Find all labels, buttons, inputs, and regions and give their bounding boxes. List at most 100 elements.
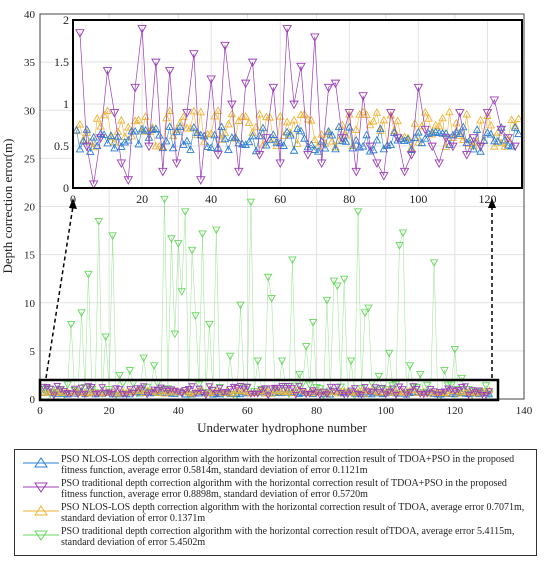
inset-point-purple (95, 134, 106, 143)
inset-point-purple (379, 172, 389, 181)
inset-point (186, 145, 195, 153)
inset-point (227, 109, 237, 118)
point-main (305, 390, 314, 398)
inset-point (117, 142, 126, 150)
point-main (392, 392, 400, 399)
y-tick-label: 25 (24, 153, 36, 165)
inset-point (459, 122, 468, 131)
inset-point-purple (109, 109, 120, 118)
point-green (212, 226, 221, 235)
point-main (485, 388, 494, 396)
inset-point-purple (413, 83, 424, 93)
series-line-green (43, 198, 490, 396)
inset-point-purple (220, 41, 230, 51)
legend-item-trad-tdoa: PSO traditional depth correction algorit… (21, 526, 530, 548)
inset-point (134, 115, 143, 124)
inset-point-purple (399, 167, 410, 177)
x-tick-label: 0 (37, 405, 43, 417)
inset-point-purple (489, 96, 500, 106)
inset-point (282, 117, 292, 126)
inset-point-purple (351, 167, 361, 177)
inset-point (189, 106, 199, 115)
point-green (125, 367, 135, 375)
point-main (416, 389, 425, 396)
inset-point (455, 129, 465, 137)
point-green (170, 330, 180, 339)
legend-symbol-yellow (23, 505, 59, 516)
point-main (323, 389, 331, 397)
inset-x-tick-label: 0 (70, 192, 76, 206)
point-main (222, 389, 231, 396)
point-main (177, 390, 186, 398)
inset-point-purple (171, 159, 182, 169)
point-main (361, 384, 369, 391)
inset-point (514, 114, 523, 122)
point-green (422, 381, 432, 390)
inset-point (490, 141, 499, 150)
inset-x-tick-label: 120 (478, 192, 496, 206)
point-green (246, 198, 256, 207)
inset-point (279, 141, 288, 149)
point-green (66, 320, 76, 329)
point-main (330, 388, 338, 396)
point-green (405, 362, 415, 371)
point-green (277, 357, 287, 366)
main-x-ticks: 0 20 40 60 80 100 120 140 (37, 405, 533, 417)
inset-point (72, 125, 81, 134)
inset-point (441, 129, 451, 137)
inset-point (120, 137, 130, 146)
inset-point-purple (189, 50, 199, 59)
point-green (447, 381, 456, 390)
inset-point-purple (510, 142, 520, 152)
inset-point (445, 107, 454, 116)
legend-symbol-purple (23, 482, 59, 493)
inset-point (324, 126, 333, 135)
point-main (81, 391, 89, 399)
inset-point (472, 125, 482, 133)
inset-point (421, 107, 430, 116)
inset-point (193, 128, 202, 136)
point-main (267, 385, 276, 393)
point-green (236, 301, 245, 310)
point-main (50, 392, 58, 400)
inset-y-ticks: 0 0.5 1 1.5 2 (54, 13, 69, 195)
inset-point (403, 134, 413, 143)
legend-symbol-green (23, 530, 59, 541)
point-main (326, 383, 335, 391)
y-tick-label: 35 (24, 57, 36, 69)
inset-point (251, 146, 261, 155)
inset-point (483, 128, 492, 136)
inset-point-purple (296, 62, 306, 72)
inset-point (161, 136, 171, 145)
inset-point-purple (427, 142, 437, 152)
inset-point (82, 125, 92, 133)
point-main (60, 388, 68, 395)
inset-point (362, 110, 371, 118)
zoom-arrow-left (45, 205, 74, 379)
inset-point (313, 146, 323, 155)
inset-point (331, 144, 340, 153)
inset-point (351, 125, 361, 133)
point-main (357, 386, 366, 394)
point-green (346, 357, 356, 366)
inset-point-purple (365, 142, 375, 152)
inset-point (293, 139, 302, 147)
legend-label-green: PSO traditional depth correction algorit… (61, 526, 515, 548)
inset-point (507, 115, 516, 123)
point-green (253, 357, 263, 366)
inset-point (286, 130, 295, 139)
legend-item-trad-tdoa-pso: PSO traditional depth correction algorit… (21, 478, 530, 500)
point-main (43, 383, 51, 391)
point-main (139, 383, 148, 391)
inset-point-purple (385, 109, 396, 118)
inset-point (141, 125, 150, 134)
inset-point (275, 111, 285, 120)
point-main (285, 387, 293, 395)
inset-point (234, 116, 244, 124)
point-main (430, 388, 438, 396)
point-main (458, 387, 466, 395)
point-green (149, 362, 159, 371)
point-main (216, 384, 224, 392)
inset-point-purple (406, 151, 417, 160)
inset-y-tick-label: 0.5 (54, 139, 69, 153)
